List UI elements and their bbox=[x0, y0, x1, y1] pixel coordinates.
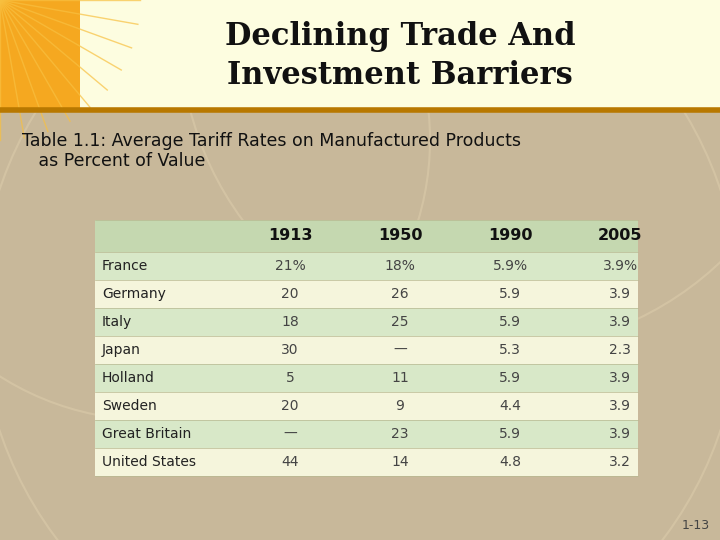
Bar bbox=[95, 280, 638, 308]
Text: 5.9: 5.9 bbox=[499, 287, 521, 301]
Text: 26: 26 bbox=[391, 287, 409, 301]
Text: 9: 9 bbox=[395, 399, 405, 413]
Bar bbox=[95, 220, 638, 476]
Text: 4.4: 4.4 bbox=[499, 399, 521, 413]
Text: 18%: 18% bbox=[384, 259, 415, 273]
Text: 4.8: 4.8 bbox=[499, 455, 521, 469]
Text: 3.2: 3.2 bbox=[609, 455, 631, 469]
Bar bbox=[95, 448, 638, 476]
Text: 2.3: 2.3 bbox=[609, 343, 631, 357]
Text: Table 1.1: Average Tariff Rates on Manufactured Products: Table 1.1: Average Tariff Rates on Manuf… bbox=[22, 132, 521, 150]
Text: 14: 14 bbox=[391, 455, 409, 469]
Text: —: — bbox=[283, 427, 297, 441]
Text: 3.9: 3.9 bbox=[609, 427, 631, 441]
Bar bbox=[95, 252, 638, 280]
Text: United States: United States bbox=[102, 455, 196, 469]
Bar bbox=[95, 392, 638, 420]
Text: 5.9: 5.9 bbox=[499, 315, 521, 329]
Text: 21%: 21% bbox=[274, 259, 305, 273]
Text: Declining Trade And: Declining Trade And bbox=[225, 21, 575, 51]
Bar bbox=[0, 0, 720, 110]
Text: 1950: 1950 bbox=[378, 228, 422, 244]
Text: 5: 5 bbox=[286, 371, 294, 385]
Text: Investment Barriers: Investment Barriers bbox=[227, 60, 573, 91]
Text: Sweden: Sweden bbox=[102, 399, 157, 413]
Text: 5.9%: 5.9% bbox=[492, 259, 528, 273]
Text: 5.9: 5.9 bbox=[499, 371, 521, 385]
Bar bbox=[95, 364, 638, 392]
Text: Japan: Japan bbox=[102, 343, 141, 357]
Text: 2005: 2005 bbox=[598, 228, 642, 244]
Text: 23: 23 bbox=[391, 427, 409, 441]
Text: 1-13: 1-13 bbox=[682, 519, 710, 532]
Text: 5.3: 5.3 bbox=[499, 343, 521, 357]
Text: 3.9%: 3.9% bbox=[603, 259, 638, 273]
Text: Holland: Holland bbox=[102, 371, 155, 385]
Text: Italy: Italy bbox=[102, 315, 132, 329]
Text: 30: 30 bbox=[282, 343, 299, 357]
Text: —: — bbox=[393, 343, 407, 357]
Text: as Percent of Value: as Percent of Value bbox=[22, 152, 205, 170]
Text: 3.9: 3.9 bbox=[609, 399, 631, 413]
Bar bbox=[95, 308, 638, 336]
Text: 20: 20 bbox=[282, 399, 299, 413]
Text: France: France bbox=[102, 259, 148, 273]
Text: 3.9: 3.9 bbox=[609, 315, 631, 329]
Bar bbox=[95, 420, 638, 448]
Text: 3.9: 3.9 bbox=[609, 371, 631, 385]
Text: 20: 20 bbox=[282, 287, 299, 301]
Text: 1913: 1913 bbox=[268, 228, 312, 244]
Text: 18: 18 bbox=[281, 315, 299, 329]
Text: Great Britain: Great Britain bbox=[102, 427, 192, 441]
Text: 5.9: 5.9 bbox=[499, 427, 521, 441]
Bar bbox=[95, 336, 638, 364]
Text: 3.9: 3.9 bbox=[609, 287, 631, 301]
Bar bbox=[95, 220, 638, 252]
Text: 44: 44 bbox=[282, 455, 299, 469]
Text: 25: 25 bbox=[391, 315, 409, 329]
Text: Germany: Germany bbox=[102, 287, 166, 301]
Text: 1990: 1990 bbox=[487, 228, 532, 244]
Text: 11: 11 bbox=[391, 371, 409, 385]
Bar bbox=[0, 0, 80, 110]
